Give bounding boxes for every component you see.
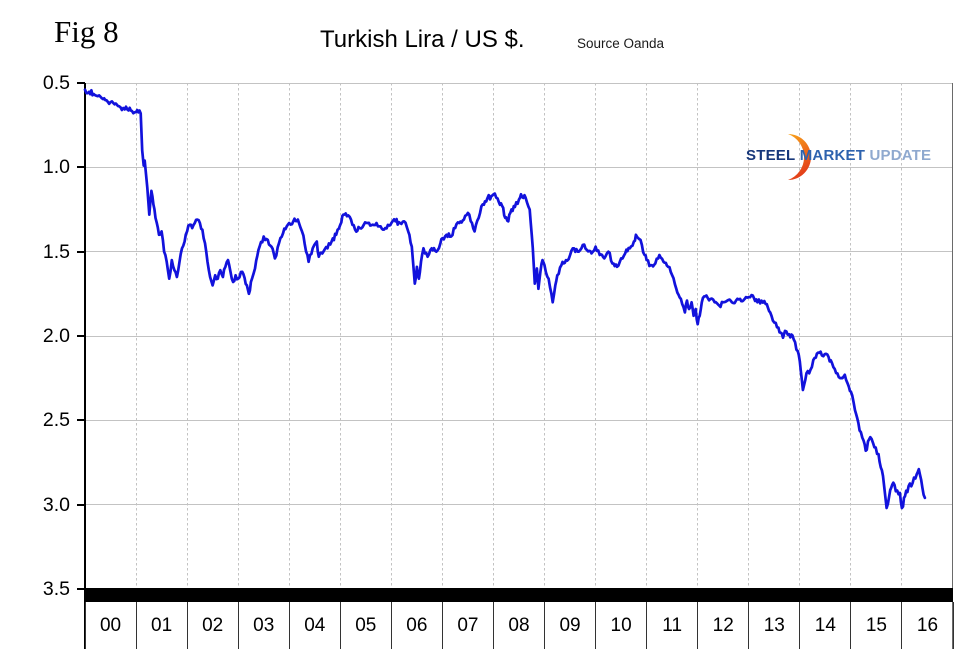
horizontal-gridline: [85, 335, 953, 337]
horizontal-gridline: [85, 419, 953, 421]
x-axis-year-label: 16: [916, 615, 939, 636]
x-axis-year-label: 05: [355, 615, 377, 636]
year-cell-separator: [646, 602, 648, 649]
year-gridline: [595, 83, 597, 588]
year-cell-separator: [339, 602, 341, 649]
logo-word-update: UPDATE: [869, 147, 932, 164]
year-cell-separator: [697, 602, 699, 649]
x-axis-year-label: 09: [559, 615, 581, 636]
y-axis-tick: [77, 503, 85, 506]
y-axis-tick: [77, 166, 85, 169]
logo-word-steel: STEEL: [746, 147, 796, 164]
steel-market-update-logo: STEEL MARKET UPDATE: [742, 128, 931, 186]
year-cell-separator: [441, 602, 443, 649]
year-gridline: [646, 83, 648, 588]
year-cell-separator: [595, 602, 597, 649]
year-cell-separator: [288, 602, 290, 649]
y-axis-label: 1.0: [42, 156, 70, 179]
chart-title: Turkish Lira / US $.: [320, 26, 525, 53]
year-cell-separator: [492, 602, 494, 649]
y-axis-label: 3.0: [42, 493, 70, 516]
year-gridline: [544, 83, 546, 588]
y-axis-tick: [77, 335, 85, 337]
figure-number-label: Fig 8: [54, 14, 119, 49]
year-cell-separator: [544, 602, 546, 649]
x-axis-year-label: 00: [99, 615, 122, 636]
x-axis-year-label: 10: [610, 615, 632, 636]
year-gridline: [186, 83, 188, 588]
year-gridline: [237, 83, 239, 588]
y-axis-tick: [77, 82, 85, 84]
year-cell-separator: [135, 602, 137, 649]
source-label: Source Oanda: [577, 36, 665, 51]
year-gridline: [288, 83, 290, 588]
x-axis-year-label: 08: [508, 615, 530, 636]
crescent-icon: [788, 134, 811, 180]
year-gridline: [697, 83, 699, 588]
y-axis-line: [84, 83, 86, 649]
x-axis-year-label: 14: [814, 615, 836, 636]
x-axis-year-label: 07: [457, 615, 479, 636]
year-gridline: [339, 83, 341, 588]
x-axis-year-label: 04: [304, 615, 326, 636]
x-axis-year-label: 02: [202, 615, 224, 636]
year-gridline: [135, 83, 137, 588]
horizontal-gridline: [85, 251, 953, 253]
logo-word-market: MARKET: [799, 147, 866, 164]
x-axis-black-bar: [84, 588, 953, 602]
y-axis-label: 1.5: [42, 240, 70, 263]
y-axis-tick: [77, 419, 85, 422]
y-axis-tick: [77, 250, 85, 253]
y-axis-label: 0.5: [42, 72, 70, 94]
horizontal-gridline: [85, 504, 953, 506]
y-axis-tick: [77, 588, 85, 590]
year-gridline: [441, 83, 443, 588]
x-axis-year-label: 13: [763, 615, 785, 636]
logo-wordmark: STEEL MARKET UPDATE: [746, 147, 931, 164]
right-border-line: [952, 83, 953, 649]
year-cell-separator: [186, 602, 188, 649]
x-axis-year-label: 15: [865, 615, 887, 636]
year-cell-separator: [748, 602, 750, 649]
x-axis-year-label: 01: [151, 615, 173, 636]
year-cell-separator: [237, 602, 239, 649]
x-axis-year-label: 03: [253, 615, 275, 636]
year-cell-separator: [390, 602, 392, 649]
y-axis-label: 3.5: [42, 578, 70, 600]
year-cell-separator: [850, 602, 852, 649]
horizontal-gridline: [85, 82, 953, 84]
year-cell-separator: [901, 602, 903, 649]
y-axis-label: 2.0: [42, 325, 70, 347]
year-cell-separator: [84, 602, 86, 649]
year-gridline: [492, 83, 494, 588]
x-axis-year-label: 12: [712, 615, 734, 636]
x-axis-year-label: 11: [662, 615, 683, 636]
x-axis-year-label: 06: [406, 615, 428, 636]
year-gridline: [390, 83, 392, 588]
y-axis-label: 2.5: [42, 409, 70, 432]
year-cell-separator: [799, 602, 801, 649]
year-cell-separator: [952, 602, 954, 649]
